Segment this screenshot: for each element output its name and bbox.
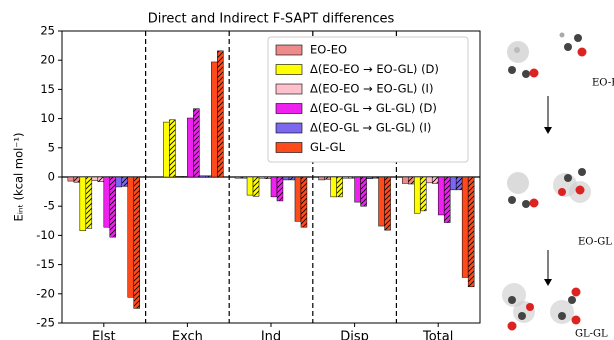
bar [438, 177, 444, 215]
bar [289, 177, 295, 180]
legend-label: GL-GL [310, 140, 346, 154]
bar [319, 177, 325, 180]
y-axis-label: Eᵢₙₜ (kcal mol⁻¹) [12, 133, 26, 222]
bar [337, 177, 343, 197]
molecule-label: EO-GL [578, 237, 612, 248]
y-tick-label: -10 [36, 228, 55, 242]
bar [414, 177, 420, 213]
x-tick-label: Elst [92, 330, 116, 340]
legend-swatch [276, 143, 302, 153]
bar [74, 177, 80, 182]
bar [211, 62, 217, 177]
bar [343, 177, 349, 178]
legend-swatch [276, 45, 302, 55]
x-tick-label: Ind [261, 330, 281, 340]
y-tick-label: 0 [48, 170, 55, 184]
bar [283, 177, 289, 180]
bar [169, 120, 175, 177]
bar [259, 177, 265, 178]
molecule-label: EO-EO [592, 78, 614, 89]
y-tick-label: -20 [36, 286, 55, 300]
y-tick-label: -15 [36, 257, 55, 271]
bar [104, 177, 110, 227]
bar [163, 122, 169, 177]
bar [432, 177, 438, 183]
bar [217, 51, 223, 177]
bar [361, 177, 367, 206]
bar [444, 177, 450, 223]
legend-label: EO-EO [310, 43, 347, 57]
y-tick-label: 5 [48, 140, 55, 154]
x-tick-label: Disp [340, 330, 369, 340]
bar [462, 177, 468, 277]
bar [385, 177, 391, 230]
bar [241, 177, 247, 178]
y-tick-label: 25 [40, 24, 55, 38]
legend-label: Δ(EO-EO → EO-GL) (I) [310, 82, 433, 96]
bar [199, 176, 205, 177]
y-tick-label: -5 [44, 199, 55, 213]
bar [253, 177, 259, 196]
x-tick-label: Total [422, 330, 453, 340]
bar [456, 177, 462, 190]
legend-label: Δ(EO-GL → GL-GL) (D) [310, 101, 437, 115]
bar [92, 177, 98, 181]
bar [295, 177, 301, 221]
bar [181, 176, 187, 177]
bar [271, 177, 277, 197]
bar [408, 177, 414, 184]
bar [265, 177, 271, 179]
bar [301, 177, 307, 227]
bar [193, 109, 199, 177]
bar [420, 177, 426, 211]
y-tick-label: 10 [40, 111, 55, 125]
legend-swatch [276, 104, 302, 114]
figure: Direct and Indirect F-SAPT differences E… [0, 0, 614, 340]
molecule-panel [502, 33, 591, 331]
bar [110, 177, 116, 237]
bar [116, 177, 122, 187]
legend-swatch [276, 123, 302, 133]
bar [235, 177, 241, 178]
bar [426, 177, 432, 183]
bar [468, 177, 474, 287]
bar [373, 177, 379, 178]
legend-label: Δ(EO-GL → GL-GL) (I) [310, 121, 431, 135]
bar [325, 177, 331, 179]
legend-swatch [276, 65, 302, 75]
bar [80, 177, 86, 231]
y-tick-label: -25 [36, 316, 55, 330]
bar [175, 176, 181, 177]
bar [134, 177, 140, 308]
bar [349, 177, 355, 178]
bar [379, 177, 385, 226]
bar [187, 118, 193, 177]
bar [450, 177, 456, 190]
bar [277, 177, 283, 201]
y-tick-label: 20 [40, 53, 55, 67]
bar [247, 177, 253, 195]
bar [331, 177, 337, 197]
legend-label: Δ(EO-EO → EO-GL) (D) [310, 62, 439, 76]
bar [205, 176, 211, 177]
molecule-label: GL-GL [575, 329, 608, 340]
legend-swatch [276, 84, 302, 94]
bar [355, 177, 361, 202]
x-tick-label: Exch [172, 330, 203, 340]
bar [122, 177, 128, 186]
bar [98, 177, 104, 182]
bar [402, 177, 408, 183]
bar [68, 177, 74, 181]
bar [367, 177, 373, 179]
y-tick-label: 15 [40, 82, 55, 96]
chart-title: Direct and Indirect F-SAPT differences [148, 12, 395, 27]
bar [86, 177, 92, 228]
bar [128, 177, 134, 297]
